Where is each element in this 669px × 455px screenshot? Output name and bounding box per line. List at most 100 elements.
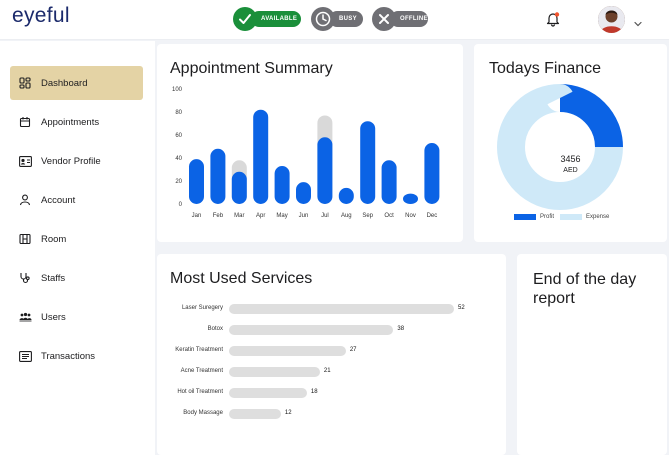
legend-swatch-expense [560, 214, 582, 220]
x-tick-label: Dec [427, 213, 438, 219]
calendar-icon [18, 115, 32, 129]
x-tick-label: Feb [213, 213, 224, 219]
x-tick-label: Jul [321, 213, 329, 219]
x-tick-label: Jan [192, 213, 202, 219]
bar [381, 160, 397, 204]
bell-icon[interactable] [546, 11, 560, 27]
finance-total-value: 3456 [560, 154, 581, 164]
room-icon [18, 232, 32, 246]
bar [274, 166, 290, 204]
service-bar [229, 388, 307, 398]
legend-label-profit: Profit [540, 214, 555, 220]
sidebar-item-vendor-profile[interactable]: Vendor Profile [10, 144, 143, 178]
id-card-icon [18, 154, 32, 168]
bar [296, 182, 311, 204]
x-tick-label: Nov [405, 213, 416, 219]
most-used-services-title: Most Used Services [170, 270, 313, 287]
check-icon [233, 7, 257, 31]
service-bar [229, 346, 346, 356]
sidebar-item-label: Staffs [41, 272, 66, 284]
sidebar-item-label: Room [41, 233, 67, 245]
sidebar-item-label: Appointments [41, 116, 100, 128]
app-logo[interactable]: eyeful [12, 4, 70, 28]
bar [210, 148, 226, 204]
status-busy-label: BUSY [329, 11, 363, 27]
service-value: 12 [284, 410, 292, 416]
donut-slice-expense [497, 84, 623, 210]
most-used-services-card: Most Used Services Laser Suregery 52 Botox… [157, 254, 506, 455]
sidebar-item-room[interactable]: Room [10, 222, 143, 256]
service-label: Laser Suregery [181, 305, 223, 311]
finance-donut-chart [497, 84, 623, 210]
service-value: 18 [310, 389, 318, 395]
appointment-bar-chart: 0 20 40 60 80 100 Jan Feb Mar Apr May Jun Jul Aug Sep O… [172, 87, 440, 219]
sidebar-item-users[interactable]: Users [10, 300, 143, 334]
bar [424, 143, 440, 204]
sidebar-item-label: Transactions [41, 350, 96, 362]
appointment-summary-title: Appointment Summary [170, 60, 333, 77]
x-tick-label: Aug [341, 213, 352, 219]
users-icon [18, 310, 32, 324]
legend-expense: Expense [560, 214, 609, 220]
top-bar: eyeful AVAILABLE BUSY OFFLINE [0, 0, 669, 40]
finance-currency: AED [563, 167, 578, 174]
y-tick-label: 20 [175, 179, 182, 185]
x-tick-label: May [276, 213, 287, 219]
service-value: 52 [458, 305, 465, 311]
chevron-down-icon[interactable] [634, 15, 642, 27]
sidebar-item-appointments[interactable]: Appointments [10, 105, 143, 139]
avatar[interactable] [598, 6, 625, 33]
dashboard-icon [18, 76, 32, 90]
sidebar-item-staffs[interactable]: Staffs [10, 261, 143, 295]
legend-swatch-profit [514, 214, 536, 220]
service-bar [229, 325, 394, 335]
y-tick-label: 0 [179, 202, 183, 208]
status-available-toggle[interactable]: AVAILABLE [233, 7, 301, 31]
service-label: Botox [207, 326, 223, 332]
service-label: Acne Treatment [180, 368, 223, 374]
sidebar-item-label: Vendor Profile [41, 155, 101, 167]
bar [189, 159, 204, 204]
bar [317, 137, 333, 204]
x-tick-label: Mar [234, 213, 244, 219]
service-bar [229, 409, 281, 419]
bar [360, 121, 376, 204]
service-value: 21 [323, 368, 331, 374]
sidebar: Dashboard Appointments Vendor Profile Ac… [0, 41, 155, 455]
bar [231, 171, 247, 204]
y-tick-label: 60 [175, 133, 182, 139]
x-tick-label: Jun [299, 213, 309, 219]
legend-label-expense: Expense [586, 214, 610, 220]
end-of-day-report-card: End of the day report [517, 254, 667, 455]
appointment-summary-card: Appointment Summary 0 20 40 60 80 100 Jan Feb Ma… [157, 44, 463, 242]
x-icon [372, 7, 396, 31]
notification-dot [554, 12, 560, 17]
service-value: 27 [349, 347, 357, 353]
service-label: Hot oil Treatment [177, 389, 223, 395]
bar [253, 109, 269, 204]
todays-finance-card: Todays Finance 3456 AED Profit Expense [474, 44, 667, 242]
sidebar-item-transactions[interactable]: Transactions [10, 339, 143, 373]
status-offline-toggle[interactable]: OFFLINE [372, 7, 428, 31]
sidebar-item-label: Account [41, 194, 76, 206]
service-value: 38 [397, 326, 405, 332]
service-label: Keratin Treatment [175, 347, 223, 353]
end-of-day-report-title: End of the day report [533, 271, 637, 307]
clock-icon [311, 7, 335, 31]
y-tick-label: 100 [172, 87, 183, 93]
service-bar [229, 304, 454, 314]
y-tick-label: 40 [175, 156, 182, 162]
sidebar-item-label: Dashboard [41, 77, 88, 89]
receipt-icon [18, 349, 32, 363]
service-bar [229, 367, 320, 377]
bar [403, 193, 418, 204]
sidebar-item-account[interactable]: Account [10, 183, 143, 217]
status-busy-toggle[interactable]: BUSY [311, 7, 363, 31]
todays-finance-title: Todays Finance [489, 60, 602, 77]
status-offline-label: OFFLINE [390, 11, 428, 27]
x-tick-label: Oct [384, 213, 394, 219]
sidebar-item-dashboard[interactable]: Dashboard [10, 66, 143, 100]
bar [338, 187, 354, 204]
x-tick-label: Sep [362, 213, 373, 219]
x-tick-label: Apr [256, 213, 265, 219]
